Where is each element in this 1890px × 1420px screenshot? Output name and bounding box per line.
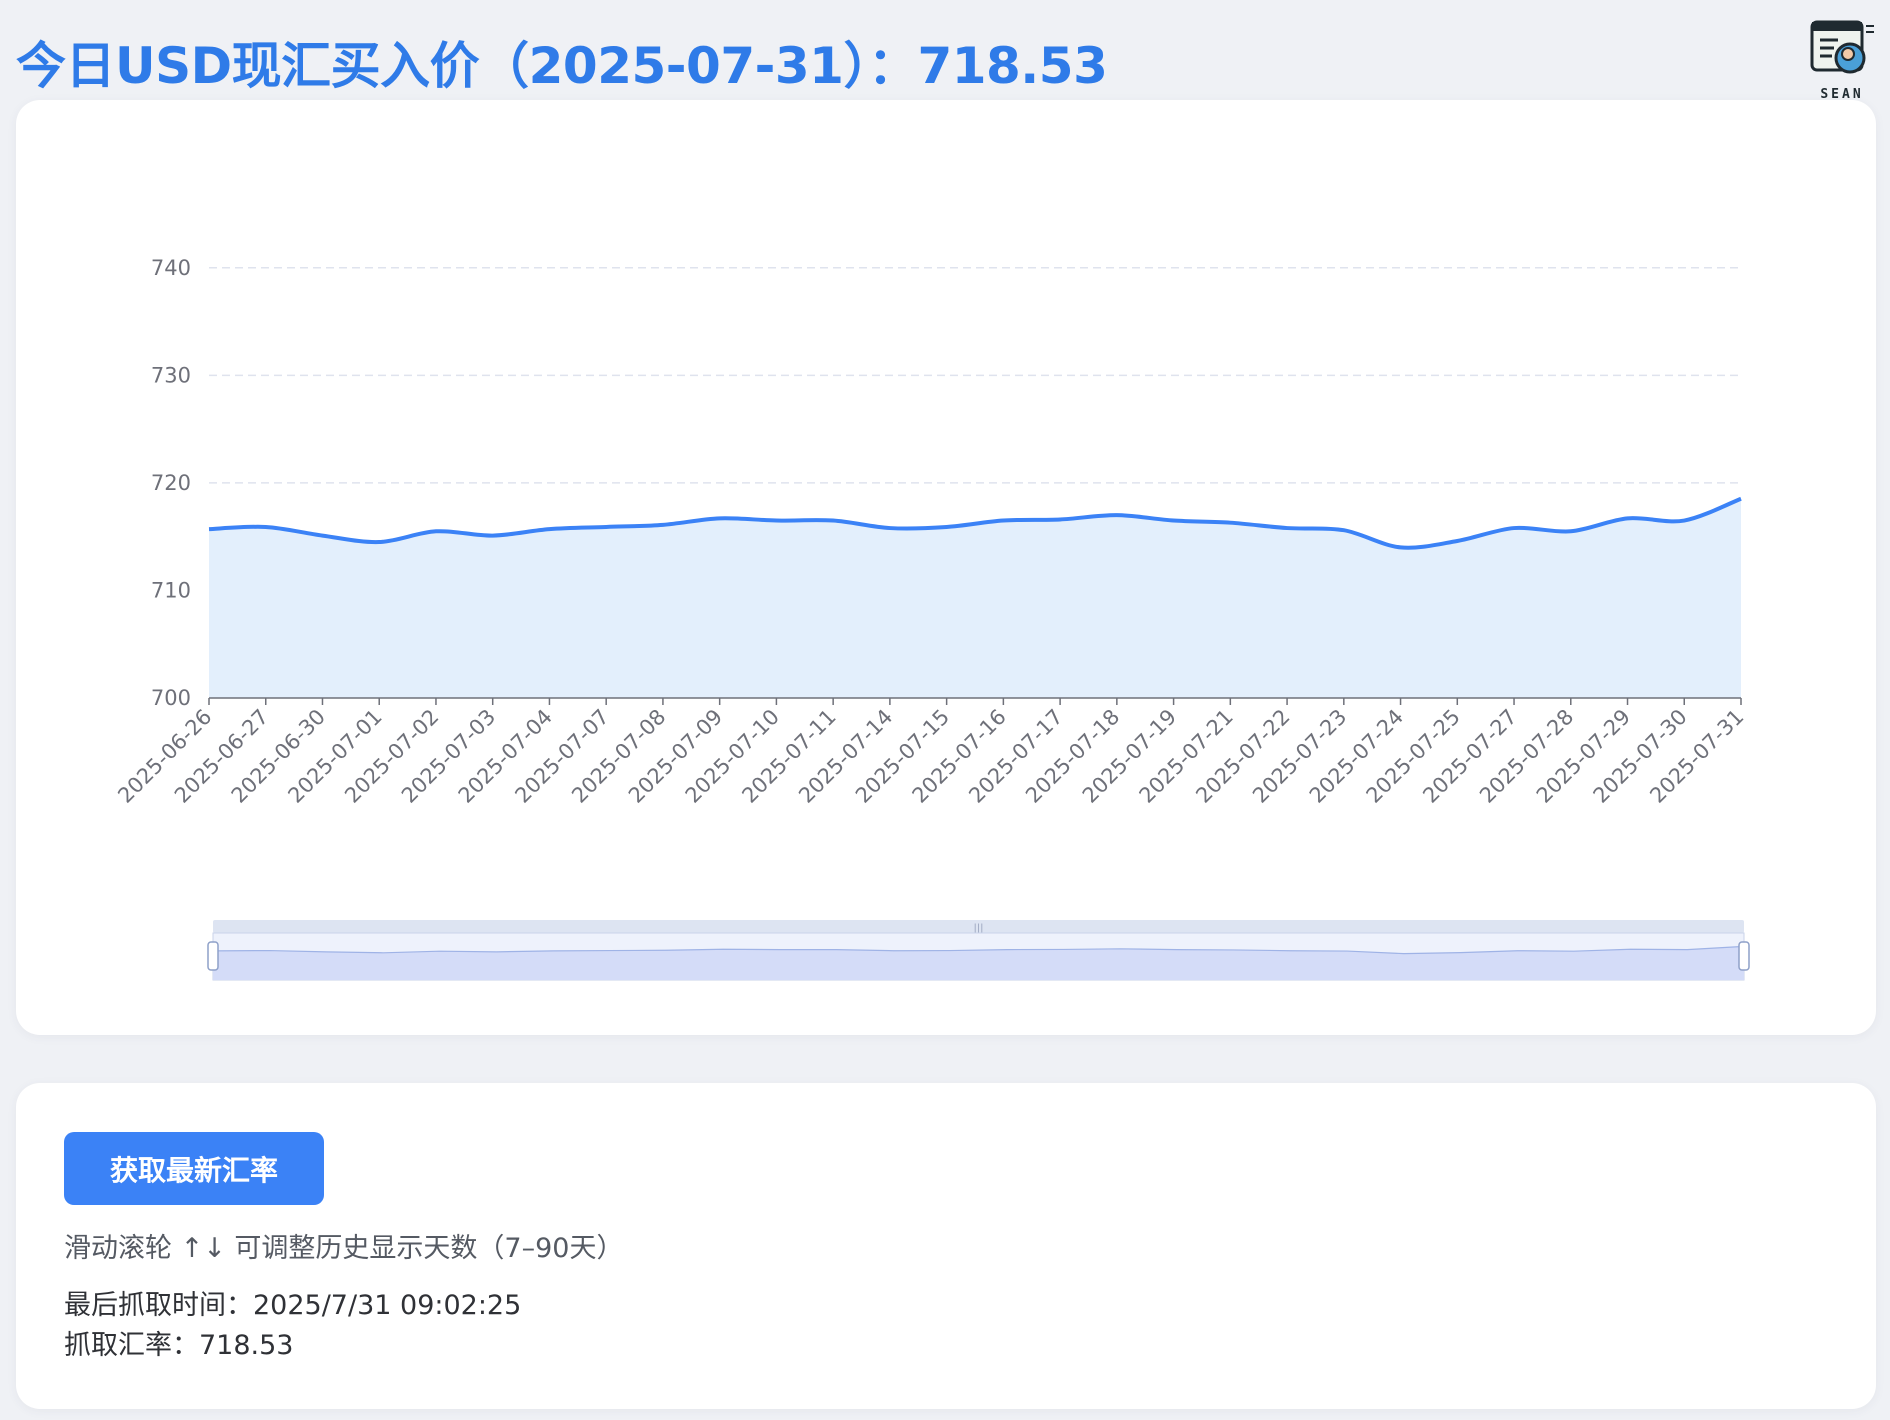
area-fill xyxy=(209,498,1741,698)
rate-line xyxy=(208,496,1742,550)
fetched-rate: 抓取汇率：718.53 xyxy=(64,1330,294,1361)
zoom-preview-line xyxy=(212,945,1745,955)
page-title: 今日USD现汇买入价（2025-07-31）：718.53 xyxy=(16,37,1108,95)
sean-logo-icon: SEAN xyxy=(1810,20,1874,102)
y-tick-label: 730 xyxy=(151,363,191,387)
zoom-handle-left[interactable] xyxy=(207,941,219,971)
zoom-preview-area xyxy=(213,946,1744,980)
fetch-latest-rate-button[interactable]: 获取最新汇率 xyxy=(64,1132,324,1205)
usd-rate-chart[interactable]: 7007107207307402025-06-262025-06-272025-… xyxy=(16,100,1876,1035)
y-tick-label: 740 xyxy=(151,256,191,280)
last-fetch-time: 最后抓取时间：2025/7/31 09:02:25 xyxy=(64,1290,522,1321)
y-tick-label: 700 xyxy=(151,686,191,710)
chart-card: 700 710 720 730 740 2025-06-26 2025-06-27 2025-… xyxy=(16,100,1876,1035)
zoom-drag-bar[interactable] xyxy=(213,920,1744,933)
zoom-grip-icon[interactable]: ||| xyxy=(973,923,983,934)
control-panel: 获取最新汇率 滑动滚轮 ↑↓ 可调整历史显示天数（7–90天） 最后抓取时间：2… xyxy=(16,1083,1876,1409)
logo-text: SEAN xyxy=(1820,87,1863,102)
y-tick-label: 720 xyxy=(151,471,191,495)
scroll-hint: 滑动滚轮 ↑↓ 可调整历史显示天数（7–90天） xyxy=(64,1233,624,1264)
y-tick-label: 710 xyxy=(151,578,191,602)
zoom-handle-right[interactable] xyxy=(1738,941,1750,971)
